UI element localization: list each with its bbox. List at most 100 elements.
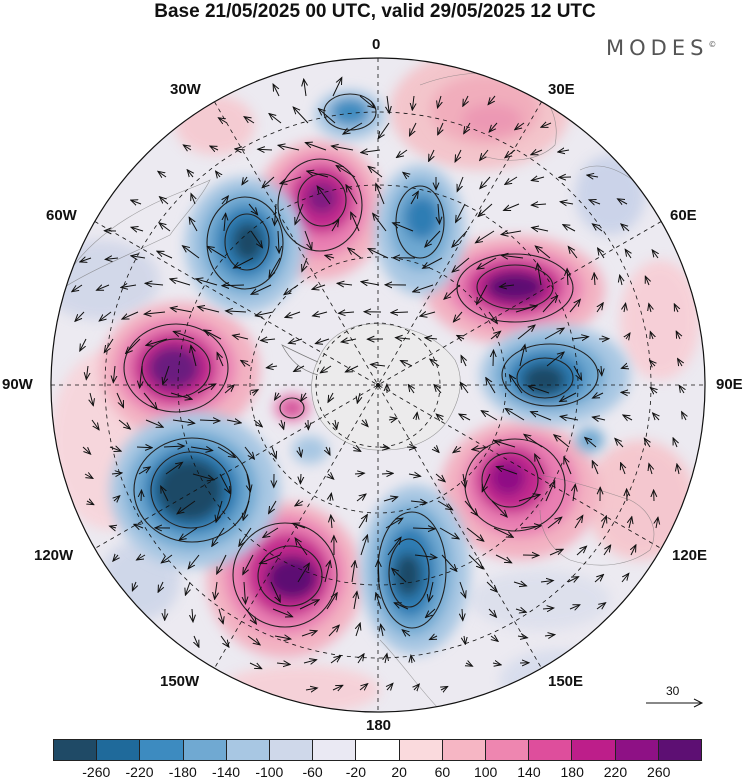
wind-vector-arrow (438, 122, 443, 135)
wind-vector-arrow (486, 581, 497, 592)
wind-vector-arrow (219, 473, 230, 494)
wind-vector-arrow (304, 79, 306, 97)
wind-vector-arrow (644, 438, 650, 448)
wind-vector-arrow (109, 447, 121, 451)
wind-vector-arrow (594, 575, 604, 583)
wind-vector-arrow (532, 228, 549, 232)
wind-vector-arrow (359, 95, 375, 108)
wind-vector-arrow (649, 304, 651, 313)
page-title: Base 21/05/2025 00 UTC, valid 29/05/2025… (154, 1, 596, 22)
wind-vector-arrow (183, 145, 192, 150)
wind-vector-arrow (217, 353, 224, 367)
colorbar-tick-labels: -260 -220 -180 -140 -100 -60 -20 20 60 100 140 180 2… (53, 764, 702, 782)
wind-vector-arrow (376, 184, 385, 205)
wind-vector-arrow (245, 608, 256, 624)
wind-vector-arrow (187, 170, 193, 178)
wind-vector-arrow (293, 107, 309, 124)
wind-vector-arrow (495, 554, 512, 563)
wind-vector-arrow (629, 517, 632, 529)
wind-vector-arrow (592, 224, 603, 232)
wind-vector-arrow (488, 95, 496, 105)
wind-vector-arrow (676, 331, 680, 340)
wind-vector-arrow (396, 338, 411, 339)
wind-vector-arrow (416, 412, 417, 421)
wind-vector-arrow (441, 554, 457, 571)
wind-vector-arrow (337, 283, 353, 285)
wind-vector-arrow (313, 312, 328, 316)
wind-vector-arrow (110, 526, 116, 528)
wind-vector-arrow (360, 535, 368, 556)
wind-vector-arrow (320, 365, 332, 373)
wind-vector-arrow (332, 78, 342, 97)
lon-label-60w: 60W (46, 207, 77, 224)
colorbar-swatch (97, 740, 141, 760)
wind-vector-arrow (305, 143, 327, 151)
antarctic-peninsula (281, 344, 319, 376)
wind-vector-arrow (80, 338, 87, 351)
wind-vector-arrow (293, 523, 306, 528)
wind-vector-arrow (140, 365, 142, 388)
wind-vector-arrow (376, 593, 382, 610)
wind-vector-arrow (295, 203, 304, 225)
wind-vector-arrow (505, 149, 516, 158)
wind-vector-arrow (244, 446, 254, 459)
wind-vector-arrow (303, 660, 317, 663)
wind-vector-arrow (113, 365, 115, 383)
wind-vector-arrow (420, 312, 436, 316)
wind-vector-arrow (299, 600, 319, 610)
wind-vector-arrow (459, 581, 466, 598)
wind-vector-arrow (560, 392, 577, 402)
lon-label-120e: 120E (672, 547, 708, 564)
wind-vector-arrow (436, 414, 443, 420)
wind-vector-arrow (573, 365, 582, 380)
wind-vector-arrow (457, 176, 464, 191)
wind-vector-arrow (274, 636, 291, 639)
wind-vector-arrow (379, 447, 389, 448)
wind-vector-arrow (249, 662, 262, 669)
wind-vector-arrow (82, 446, 91, 454)
wind-vector-arrow (434, 447, 439, 452)
wind-vector-arrow (480, 149, 489, 160)
wind-vector-arrow (210, 146, 219, 150)
wind-vector-arrow (145, 283, 164, 285)
wind-vector-arrow (378, 122, 390, 139)
wind-vector-arrow (244, 581, 246, 604)
wind-vector-arrow (397, 149, 408, 158)
wind-vector-arrow (574, 516, 583, 529)
wind-vector-arrow (500, 285, 515, 287)
wind-vector-arrow (302, 257, 307, 272)
wind-vector-arrow (226, 420, 241, 423)
colorbar-swatch (183, 740, 227, 760)
wind-vector-arrow (464, 500, 478, 516)
wind-vector-arrow (592, 461, 599, 475)
wind-vector-arrow (387, 95, 389, 113)
antarctica-coastline (311, 323, 461, 451)
wind-vector-arrow (517, 325, 535, 340)
wind-vector-arrow (489, 122, 498, 132)
lon-label-90e: 90E (716, 376, 743, 393)
colorbar-tick-label: 140 (517, 764, 541, 780)
wind-vector-arrow (371, 364, 386, 366)
wind-vector-arrow (295, 538, 308, 556)
wind-vector-arrow (585, 438, 597, 448)
wind-vector-arrow (429, 581, 433, 602)
wind-vector-arrow (122, 311, 139, 319)
wind-vector-arrow (620, 275, 622, 286)
lon-label-120w: 120W (34, 547, 74, 564)
wind-vector-arrow (111, 473, 122, 474)
wind-vector-arrow (222, 196, 228, 205)
wind-vector-arrow (402, 630, 411, 636)
colorbar-swatch (226, 740, 271, 760)
wind-vector-arrow (394, 603, 409, 610)
wind-vector-arrow (476, 230, 495, 243)
wind-vector-arrow (248, 203, 258, 215)
wind-vector-arrow (343, 122, 363, 134)
wind-vector-arrow (80, 258, 92, 262)
wind-vector-arrow (159, 223, 171, 232)
wind-vector-arrow (250, 230, 262, 248)
colorbar-swatch (442, 740, 487, 760)
wind-vector-arrow (131, 256, 146, 258)
wind-vector-arrow (244, 117, 255, 124)
wind-vector-arrow (505, 409, 525, 421)
wind-vector-arrow (165, 462, 183, 475)
